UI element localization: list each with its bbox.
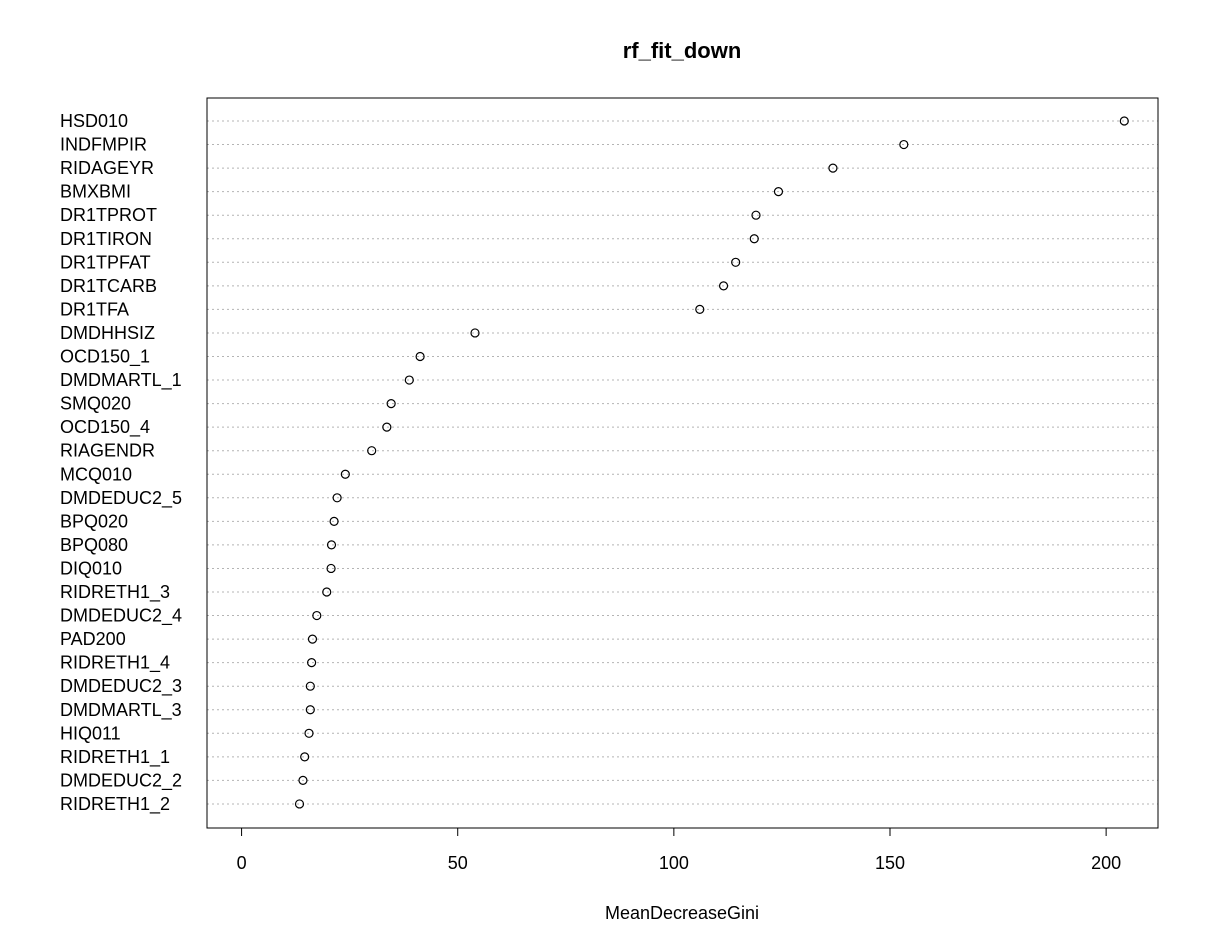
variable-label: HSD010 <box>60 111 128 131</box>
variable-label: PAD200 <box>60 629 126 649</box>
data-point <box>773 187 784 197</box>
variable-label: SMQ020 <box>60 394 131 414</box>
data-point <box>751 210 761 220</box>
data-point <box>415 351 425 362</box>
data-point <box>749 234 759 244</box>
variable-label: DR1TPFAT <box>60 252 151 272</box>
variable-label: DMDEDUC2_3 <box>60 676 182 697</box>
variable-label: BMXBMI <box>60 182 131 202</box>
variable-label: DMDMARTL_1 <box>60 370 182 391</box>
data-point <box>298 775 308 786</box>
variable-label: BPQ080 <box>60 535 128 555</box>
plot-area <box>206 97 1159 829</box>
data-point <box>731 257 741 267</box>
variable-label: DMDEDUC2_4 <box>60 606 182 627</box>
x-tick-label: 150 <box>875 853 905 873</box>
data-point <box>304 728 314 738</box>
variable-label: OCD150_4 <box>60 417 150 438</box>
data-point <box>382 422 392 432</box>
variable-label: DMDHHSIZ <box>60 323 155 343</box>
variable-label: DMDEDUC2_5 <box>60 488 182 509</box>
data-point <box>386 399 396 409</box>
variable-label: DR1TIRON <box>60 229 152 249</box>
data-point <box>326 563 336 574</box>
x-tick-label: 100 <box>659 853 689 873</box>
variable-label: RIDRETH1_4 <box>60 653 170 674</box>
variable-label: DR1TPROT <box>60 205 157 225</box>
variable-label: DMDMARTL_3 <box>60 700 182 721</box>
data-points <box>294 116 1129 809</box>
data-point <box>332 493 342 503</box>
data-point <box>307 658 317 668</box>
data-point <box>307 634 318 644</box>
variable-label: MCQ010 <box>60 464 132 484</box>
data-point <box>294 799 305 809</box>
variable-label: BPQ020 <box>60 511 128 531</box>
x-axis-label: MeanDecreaseGini <box>605 903 759 923</box>
data-point <box>329 516 339 526</box>
variable-label: DR1TCARB <box>60 276 157 296</box>
data-point <box>828 163 838 173</box>
data-point <box>695 304 705 314</box>
chart-title: rf_fit_down <box>623 38 742 63</box>
variable-labels: HSD010 INDFMPIR RIDAGEYR BMXBMI DR1TPROT DR1T… <box>60 111 182 815</box>
data-point <box>305 705 315 715</box>
data-point <box>470 328 480 338</box>
variable-label: HIQ011 <box>60 723 121 743</box>
data-point <box>322 587 332 597</box>
data-point <box>300 752 310 762</box>
data-point <box>340 469 350 479</box>
variable-label: RIDAGEYR <box>60 158 154 178</box>
x-tick-label: 0 <box>237 853 247 873</box>
grid-lines <box>207 120 1158 805</box>
variable-label: RIAGENDR <box>60 441 155 461</box>
variable-label: DMDEDUC2_2 <box>60 770 182 791</box>
variable-label: RIDRETH1_1 <box>60 747 170 768</box>
variable-label: DIQ010 <box>60 558 122 578</box>
x-axis: 0 50 100 150 200 <box>237 827 1121 873</box>
variable-label: RIDRETH1_2 <box>60 794 170 815</box>
data-point <box>718 281 729 291</box>
variable-label: RIDRETH1_3 <box>60 582 170 603</box>
data-point <box>326 540 337 550</box>
data-point <box>305 681 315 691</box>
variable-label: OCD150_1 <box>60 347 150 368</box>
x-tick-label: 50 <box>448 853 468 873</box>
data-point <box>404 375 414 385</box>
data-point <box>312 610 322 621</box>
data-point <box>1119 116 1129 126</box>
variable-label: DR1TFA <box>60 299 129 319</box>
x-tick-label: 200 <box>1091 853 1121 873</box>
variable-label: INDFMPIR <box>60 135 147 155</box>
data-point <box>367 446 377 456</box>
data-point <box>899 139 909 150</box>
